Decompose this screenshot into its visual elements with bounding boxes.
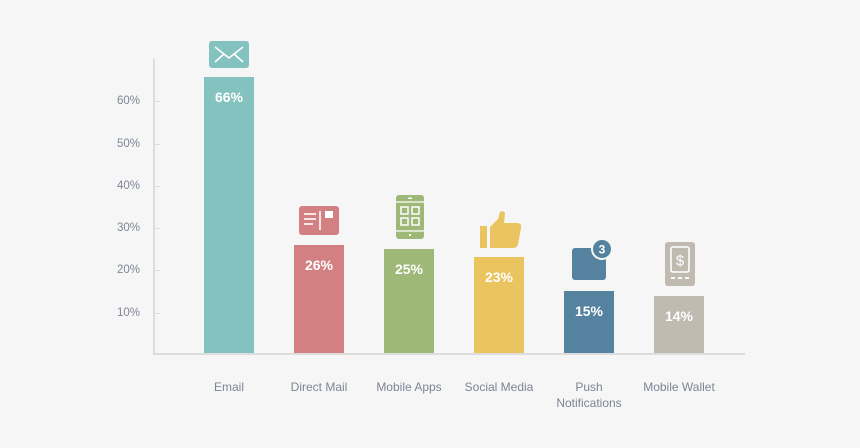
svg-text:$: $ (676, 253, 685, 270)
bar-value-label: 14% (664, 308, 694, 324)
y-tick-label: 30% (116, 222, 140, 234)
category-label-line1: Push (575, 380, 603, 394)
category-label-line2: Notifications (556, 396, 622, 410)
y-tick (155, 144, 160, 145)
y-tick (155, 101, 160, 102)
bar-value-label: 23% (484, 269, 514, 285)
category-label: Social Media (464, 380, 534, 394)
category-label: Push Notifications (539, 379, 639, 411)
bar-value-label: 66% (214, 89, 244, 105)
category-label: Mobile Apps (376, 380, 442, 394)
y-tick-label: 10% (116, 307, 140, 319)
bar-value-label: 15% (574, 303, 604, 319)
y-tick-label: 60% (116, 95, 140, 107)
postcard-icon (299, 206, 339, 235)
y-tick (155, 313, 160, 314)
bar-mobile-wallet: 14% (654, 296, 704, 353)
category-label: Mobile Wallet (643, 380, 715, 394)
notification-count: 3 (599, 243, 606, 257)
mobile-wallet-dollar-icon: $ (665, 242, 695, 286)
y-tick-label: 20% (116, 264, 140, 276)
bar-social-media: 23% (474, 257, 524, 353)
envelope-icon (209, 41, 249, 68)
y-tick-label: 40% (116, 180, 140, 192)
category-label: Email (213, 380, 244, 394)
smartphone-apps-icon (396, 195, 424, 239)
y-axis (153, 59, 155, 355)
bar-value-label: 25% (394, 261, 424, 277)
y-tick (155, 228, 160, 229)
bar-direct-mail: 26% (294, 245, 344, 353)
x-axis (153, 353, 745, 355)
bar-push-notifications: 15% (564, 291, 614, 353)
notification-badge-icon: 3 (572, 238, 613, 280)
thumbs-up-icon (480, 211, 522, 248)
y-tick-label: 50% (116, 138, 140, 150)
bar-email: 66% (204, 77, 254, 353)
bar-value-label: 26% (304, 257, 334, 273)
y-tick (155, 186, 160, 187)
bar-mobile-apps: 25% (384, 249, 434, 353)
y-tick (155, 270, 160, 271)
category-label: Direct Mail (290, 380, 348, 394)
